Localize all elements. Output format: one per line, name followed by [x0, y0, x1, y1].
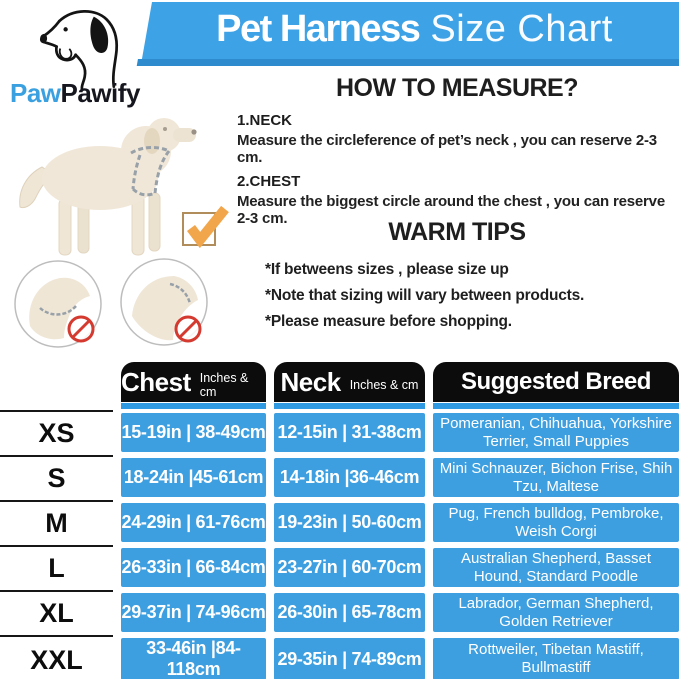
chest-column-header: Chest Inches & cm — [121, 362, 266, 402]
table-row: L 26-33in | 66-84cm 23-27in | 60-70cm Au… — [0, 545, 679, 590]
neck-value: 14-18in |36-46cm — [274, 458, 425, 497]
neck-value: 12-15in | 31-38cm — [274, 413, 425, 452]
breed-value: Pug, French bulldog, Pembroke, Weish Cor… — [433, 503, 679, 542]
chest-header-label: Chest — [121, 366, 191, 397]
size-chart-table: Chest Inches & cm Neck Inches & cm Sugge… — [0, 362, 679, 679]
neck-header-label: Neck — [280, 366, 342, 397]
step-chest-label: 2.CHEST — [237, 173, 301, 190]
neck-value: 23-27in | 60-70cm — [274, 548, 425, 587]
neck-value: 29-35in | 74-89cm — [274, 638, 425, 679]
step-neck-label: 1.NECK — [237, 112, 293, 129]
size-label: S — [0, 455, 113, 500]
page-title-bold: Pet Harness — [216, 8, 421, 50]
neck-header-strip — [274, 403, 425, 409]
table-row: M 24-29in | 61-76cm 19-23in | 50-60cm Pu… — [0, 500, 679, 545]
warm-tips-list: *If betweens sizes , please size up *Not… — [265, 261, 679, 331]
step-neck-text: Measure the circleference of pet’s neck … — [237, 132, 657, 166]
header-spacer — [0, 362, 113, 402]
strip-spacer — [0, 402, 113, 409]
warm-tips-section: WARM TIPS *If betweens sizes , please si… — [235, 218, 679, 339]
prohibition-icon — [67, 315, 95, 343]
neck-closeup-right — [120, 258, 208, 346]
chest-value: 18-24in |45-61cm — [121, 458, 266, 497]
breed-column-header: Suggested Breed — [433, 362, 679, 402]
neck-column-header: Neck Inches & cm — [274, 362, 425, 402]
size-label: L — [0, 545, 113, 590]
breed-value: Labrador, German Shepherd, Golden Retrie… — [433, 593, 679, 632]
size-label: M — [0, 500, 113, 545]
neck-closeup-left — [14, 260, 102, 348]
chest-header-units: Inches & cm — [199, 371, 249, 399]
how-to-measure-heading: HOW TO MEASURE? — [335, 74, 579, 102]
chest-value: 24-29in | 61-76cm — [121, 503, 266, 542]
step-chest-text: Measure the biggest circle around the ch… — [237, 193, 665, 227]
breed-value: Pomeranian, Chihuahua, Yorkshire Terrier… — [433, 413, 679, 452]
chest-value: 26-33in | 66-84cm — [121, 548, 266, 587]
header-underline-strips — [0, 402, 679, 409]
table-row: XXL 33-46in |84-118cm 29-35in | 74-89cm … — [0, 635, 679, 679]
table-body: XS 15-19in | 38-49cm 12-15in | 31-38cm P… — [0, 410, 679, 679]
chest-header-strip — [121, 403, 266, 409]
neck-header-units: Inches & cm — [349, 378, 419, 392]
tip-line: *Note that sizing will vary between prod… — [265, 287, 585, 304]
size-label: XL — [0, 590, 113, 635]
size-label: XS — [0, 410, 113, 455]
tip-line: *If betweens sizes , please size up — [265, 261, 509, 278]
breed-value: Mini Schnauzer, Bichon Frise, Shih Tzu, … — [433, 458, 679, 497]
neck-value: 19-23in | 50-60cm — [274, 503, 425, 542]
brand-name-paw: Paw — [10, 78, 61, 108]
breed-header-label: Suggested Breed — [461, 368, 651, 395]
table-row: XL 29-37in | 74-96cm 26-30in | 65-78cm L… — [0, 590, 679, 635]
page-title-light: Size Chart — [419, 8, 613, 50]
page-title: Pet Harness Size Chart — [150, 8, 679, 51]
table-row: S 18-24in |45-61cm 14-18in |36-46cm Mini… — [0, 455, 679, 500]
chest-value: 33-46in |84-118cm — [121, 638, 266, 679]
chest-value: 15-19in | 38-49cm — [121, 413, 266, 452]
dog-logo-icon — [39, 10, 119, 91]
brand-logo: PawPawify — [10, 4, 175, 109]
checkmark-icon — [182, 205, 229, 249]
prohibition-icon — [174, 315, 202, 343]
brand-name: PawPawify — [10, 78, 175, 109]
neck-value: 26-30in | 65-78cm — [274, 593, 425, 632]
dog-photo — [19, 118, 197, 256]
how-to-measure-section: HOW TO MEASURE? 1.NECK Measure the circl… — [235, 74, 679, 234]
brand-name-pawify: Pawify — [60, 78, 141, 108]
breed-header-strip — [433, 403, 679, 409]
harness-straps — [130, 146, 171, 197]
chest-value: 29-37in | 74-96cm — [121, 593, 266, 632]
warm-tips-heading: WARM TIPS — [388, 218, 526, 246]
table-header-row: Chest Inches & cm Neck Inches & cm Sugge… — [0, 362, 679, 402]
breed-value: Rottweiler, Tibetan Mastiff, Bullmastiff — [433, 638, 679, 679]
breed-value: Australian Shepherd, Basset Hound, Stand… — [433, 548, 679, 587]
tip-line: *Please measure before shopping. — [265, 313, 512, 330]
size-label: XXL — [0, 635, 113, 679]
table-row: XS 15-19in | 38-49cm 12-15in | 31-38cm P… — [0, 410, 679, 455]
